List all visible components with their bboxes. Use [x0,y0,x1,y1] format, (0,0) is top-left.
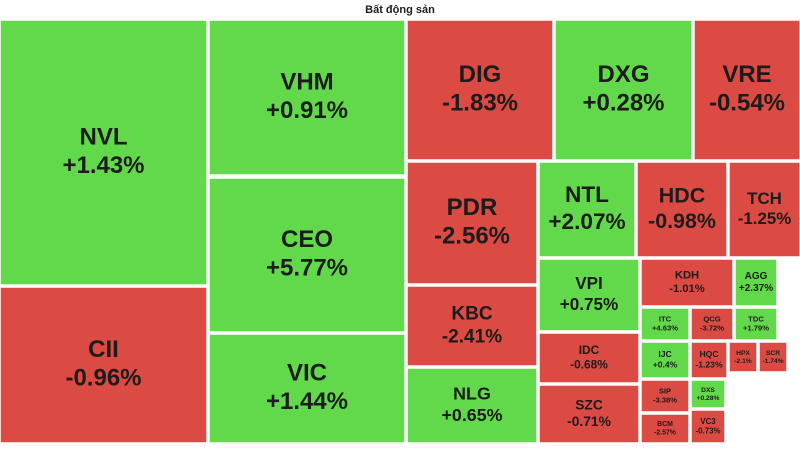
tile [406,161,538,285]
tile-ticker: NTL [565,182,609,207]
tile-ticker: DXG [597,61,649,88]
tile-change: +4.63% [652,324,678,333]
tile-ticker: SCR [766,350,780,357]
tile [640,341,690,379]
tile [554,19,693,161]
tile-change: -1.74% [762,358,783,365]
tile [0,286,208,444]
tile-ticker: CEO [281,226,333,253]
tile [640,379,690,413]
tile-ticker: ITC [659,314,672,323]
tile-ticker: VIC [287,359,327,386]
tile [734,307,778,341]
tile-change: +0.65% [441,405,502,425]
tile [538,384,640,444]
tile-ticker: QCG [703,314,720,323]
tile-change: -2.57% [654,429,676,436]
tile-ticker: VC3 [700,417,716,426]
tile [538,161,636,258]
tile-change: -0.71% [567,414,611,429]
tile-change: +0.28% [697,395,720,402]
tile [406,19,554,161]
tile [406,367,538,444]
tile-change: +1.79% [743,324,769,333]
tile-ticker: SIP [659,386,671,395]
tile-change: +2.07% [548,209,625,234]
tile-change: -0.68% [570,357,608,371]
tile-ticker: HQC [699,349,718,359]
tile-ticker: NLG [453,384,491,404]
tile-change: -0.96% [65,365,141,392]
tile [758,341,788,373]
tile-change: +0.75% [560,294,619,314]
tile [208,19,406,176]
tile-change: +1.43% [62,152,144,179]
tile [640,258,734,307]
tile-ticker: BCM [657,421,673,428]
tile-change: -2.56% [434,223,510,250]
tile-change: -1.83% [442,90,518,117]
tile-change: +0.4% [653,359,678,369]
tile-ticker: TCH [747,189,782,208]
tile-ticker: NVL [80,123,128,150]
tile [690,307,734,341]
chart-title: Bất động sản [365,4,435,16]
tile-ticker: CII [88,336,119,363]
tile-change: -0.73% [696,426,721,435]
tile [0,19,208,286]
tile [640,413,690,444]
tile-change: +0.28% [582,90,664,117]
tile [538,258,640,332]
tile-ticker: TDC [748,314,764,323]
tile-ticker: HPX [736,350,750,357]
tile-ticker: DXS [701,387,715,394]
tile-change: +1.44% [266,388,348,415]
tile [728,161,800,258]
tile-ticker: KBC [451,304,492,325]
tile-ticker: PDR [447,194,498,221]
tile-change: -3.38% [653,396,677,405]
tile [406,285,538,367]
tile [690,409,726,444]
tile-change: +0.91% [266,97,348,124]
tile [734,258,778,307]
tile-ticker: SZC [575,397,603,412]
tile [640,307,690,341]
tile [538,332,640,384]
tile [208,177,406,333]
tile-ticker: VRE [722,61,771,88]
tile-ticker: DIG [459,61,502,88]
tile [728,341,758,373]
tile-change: -0.54% [709,90,785,117]
tile [690,379,726,409]
tile [690,341,728,379]
tile-change: -3.72% [700,324,724,333]
tile [636,161,728,258]
tile-change: -1.25% [738,209,792,228]
tile-ticker: VPI [575,273,603,293]
tile-ticker: IDC [579,343,600,357]
tile-change: +2.37% [739,283,773,294]
tile-ticker: VHM [280,68,333,95]
tile-change: +5.77% [266,255,348,282]
tile-change: -2.41% [442,326,502,347]
tile-ticker: IJC [658,349,671,359]
tile-change: -1.01% [669,283,704,295]
tile-change: -2.1% [734,358,751,365]
tile-ticker: AGG [745,271,768,282]
tile-ticker: KDH [675,270,699,282]
tile [208,333,406,444]
tile-change: -1.23% [695,359,723,369]
tile-ticker: HDC [659,183,705,207]
tile [693,19,800,161]
tile-change: -0.98% [648,209,716,233]
